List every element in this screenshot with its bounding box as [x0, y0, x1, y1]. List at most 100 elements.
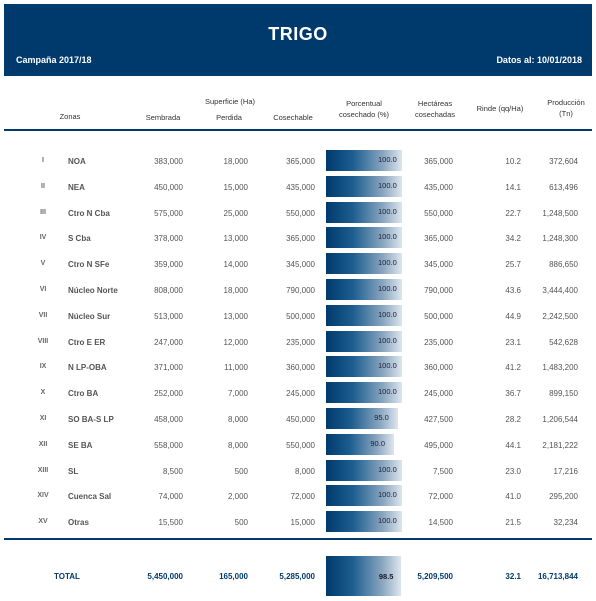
- cosechable-value: 365,000: [286, 157, 315, 166]
- cosechable-value: 360,000: [286, 363, 315, 373]
- data-date-label: Datos al: 10/01/2018: [496, 55, 582, 65]
- zone-name: Ctro N SFe: [68, 260, 110, 270]
- rinde-value: 28.2: [505, 415, 521, 424]
- harvest-percent-bar: [326, 201, 402, 223]
- hectareas-value: 235,000: [424, 337, 453, 347]
- zone-name: Otras: [68, 518, 89, 528]
- produccion-value: 295,200: [549, 492, 578, 502]
- hectareas-value: 365,000: [424, 157, 453, 166]
- harvest-percent-value: 100.0: [378, 490, 397, 500]
- sembrada-value: 575,000: [154, 208, 183, 218]
- table-row: VI Núcleo Norte 808,000 18,000 790,000 790,00…: [0, 277, 596, 303]
- perdida-value: 500: [234, 518, 248, 528]
- zone-name: Núcleo Sur: [68, 311, 111, 321]
- sembrada-value: 458,000: [154, 415, 183, 424]
- col-header-sembrada: Sembrada: [145, 113, 181, 122]
- perdida-value: 8,000: [227, 415, 248, 424]
- perdida-value: 18,000: [223, 157, 248, 166]
- harvest-percent-bar: [326, 227, 402, 249]
- rinde-value: 22.7: [505, 208, 521, 218]
- harvest-percent-bar: [326, 408, 399, 429]
- total-hectareas: 5,209,500: [417, 572, 453, 581]
- cosechable-value: 365,000: [286, 234, 315, 244]
- zone-name: Cuenca Sal: [68, 492, 112, 502]
- harvest-percent-bar: [326, 304, 402, 326]
- table-row: XIV Cuenca Sal 74,000 2,000 72,000 72,000 41.0…: [0, 483, 596, 509]
- rinde-value: 23.0: [505, 466, 521, 476]
- rinde-value: 44.9: [505, 311, 521, 321]
- harvest-percent-value: 90.0: [370, 438, 385, 448]
- rinde-value: 43.6: [505, 286, 521, 295]
- harvest-percent-value: 100.0: [378, 258, 397, 268]
- total-sembrada: 5,450,000: [147, 572, 183, 581]
- perdida-value: 14,000: [223, 260, 248, 270]
- zone-number: II: [41, 182, 45, 190]
- rinde-value: 41.2: [505, 363, 521, 373]
- cosechable-value: 345,000: [286, 260, 315, 270]
- table-row: X Ctro BA 252,000 7,000 245,000 245,000 36.7 89…: [0, 380, 596, 406]
- hectareas-value: 550,000: [424, 208, 453, 218]
- sembrada-value: 15,500: [158, 518, 183, 528]
- rinde-value: 10.2: [505, 157, 521, 166]
- zone-number: IV: [39, 234, 47, 242]
- col-header-tn: (Tn): [559, 109, 573, 118]
- table-row: III Ctro N Cba 575,000 25,000 550,000 550,000…: [0, 200, 596, 226]
- title-banner: TRIGO Campaña 2017/18 Datos al: 10/01/20…: [4, 4, 592, 76]
- zone-number: XII: [38, 440, 48, 448]
- cosechable-value: 435,000: [286, 182, 315, 192]
- col-header-cosechable: Cosechable: [273, 113, 313, 122]
- harvest-percent-bar: [326, 330, 402, 352]
- sembrada-value: 378,000: [154, 234, 183, 244]
- rinde-value: 36.7: [505, 389, 521, 399]
- produccion-value: 1,248,300: [542, 234, 578, 244]
- sembrada-value: 808,000: [154, 286, 183, 295]
- harvest-percent-bar: [326, 485, 402, 507]
- cosechable-value: 500,000: [286, 311, 315, 321]
- harvest-percent-value: 100.0: [378, 516, 397, 526]
- hectareas-value: 495,000: [424, 440, 453, 450]
- zone-number: XIV: [37, 492, 49, 500]
- harvest-percent-bar: [326, 433, 395, 455]
- total-cosechable: 5,285,000: [279, 572, 315, 581]
- rinde-value: 21.5: [505, 518, 521, 528]
- table-row: VIII Ctro E ER 247,000 12,000 235,000 235,000…: [0, 329, 596, 355]
- rinde-value: 41.0: [505, 492, 521, 502]
- total-divider: [4, 538, 592, 540]
- perdida-value: 13,000: [223, 234, 248, 244]
- total-produccion: 16,713,844: [537, 572, 578, 581]
- sembrada-value: 513,000: [154, 311, 183, 321]
- zone-name: Ctro E ER: [68, 337, 106, 347]
- col-header-cosechadas: cosechadas: [414, 110, 456, 119]
- perdida-value: 12,000: [223, 337, 248, 347]
- harvest-percent-bar: [326, 175, 402, 197]
- hectareas-value: 790,000: [424, 286, 453, 295]
- sembrada-value: 450,000: [154, 182, 183, 192]
- table-row: II NEA 450,000 15,000 435,000 435,000 14.1 613,…: [0, 174, 596, 200]
- hectareas-value: 360,000: [424, 363, 453, 373]
- hectareas-value: 345,000: [424, 260, 453, 270]
- harvest-percent-value: 100.0: [378, 361, 397, 371]
- harvest-percent-value: 100.0: [378, 335, 397, 345]
- zone-number: XV: [38, 518, 48, 526]
- harvest-percent-value: 100.0: [378, 387, 397, 397]
- zone-number: VIII: [37, 337, 49, 345]
- col-header-rinde: Rinde (qq/Ha): [476, 104, 524, 113]
- harvest-percent-value: 100.0: [378, 309, 397, 319]
- harvest-percent-value: 100.0: [378, 180, 397, 190]
- harvest-percent-bar: [326, 279, 402, 300]
- total-perdida: 165,000: [219, 572, 248, 581]
- perdida-value: 7,000: [227, 389, 248, 399]
- col-header-hectareas: Hectáreas: [417, 99, 453, 108]
- sembrada-value: 371,000: [154, 363, 183, 373]
- sembrada-value: 247,000: [154, 337, 183, 347]
- col-header-zonas: Zonas: [59, 112, 81, 121]
- zone-name: S Cba: [68, 234, 91, 244]
- sembrada-value: 74,000: [158, 492, 183, 502]
- col-header-porcentual: Porcentual: [346, 99, 382, 108]
- page-title: TRIGO: [268, 24, 328, 44]
- zone-name: Núcleo Norte: [68, 286, 118, 295]
- table-row: XV Otras 15,500 500 15,000 14,500 21.5 32,234 10…: [0, 509, 596, 535]
- sembrada-value: 383,000: [154, 157, 183, 166]
- col-header-perdida: Perdida: [216, 113, 242, 122]
- hectareas-value: 500,000: [424, 311, 453, 321]
